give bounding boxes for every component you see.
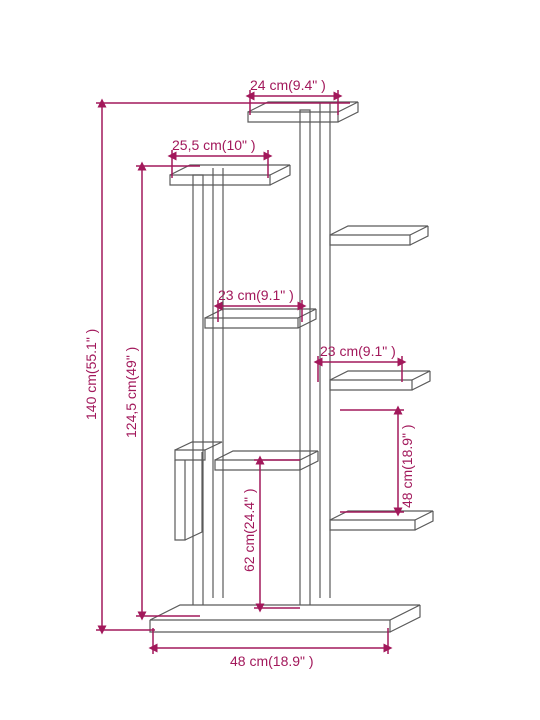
label-shelf-23b: 23 cm(9.1" ) bbox=[320, 343, 396, 359]
dimension-annotations: 140 cm(55.1" ) 124,5 cm(49" ) 25,5 cm(10… bbox=[83, 77, 415, 669]
label-height-62: 62 cm(24.4" ) bbox=[241, 488, 257, 572]
label-height-124: 124,5 cm(49" ) bbox=[123, 347, 139, 438]
diagram-root: 140 cm(55.1" ) 124,5 cm(49" ) 25,5 cm(10… bbox=[0, 0, 540, 720]
label-height-140: 140 cm(55.1" ) bbox=[83, 329, 99, 420]
label-shelf-23a: 23 cm(9.1" ) bbox=[218, 287, 294, 303]
bookshelf-outline bbox=[150, 102, 433, 632]
label-base-48: 48 cm(18.9" ) bbox=[230, 653, 314, 669]
label-shelf-24: 24 cm(9.4" ) bbox=[250, 77, 326, 93]
label-shelf-25: 25,5 cm(10" ) bbox=[172, 137, 256, 153]
label-height-48: 48 cm(18.9" ) bbox=[399, 424, 415, 508]
